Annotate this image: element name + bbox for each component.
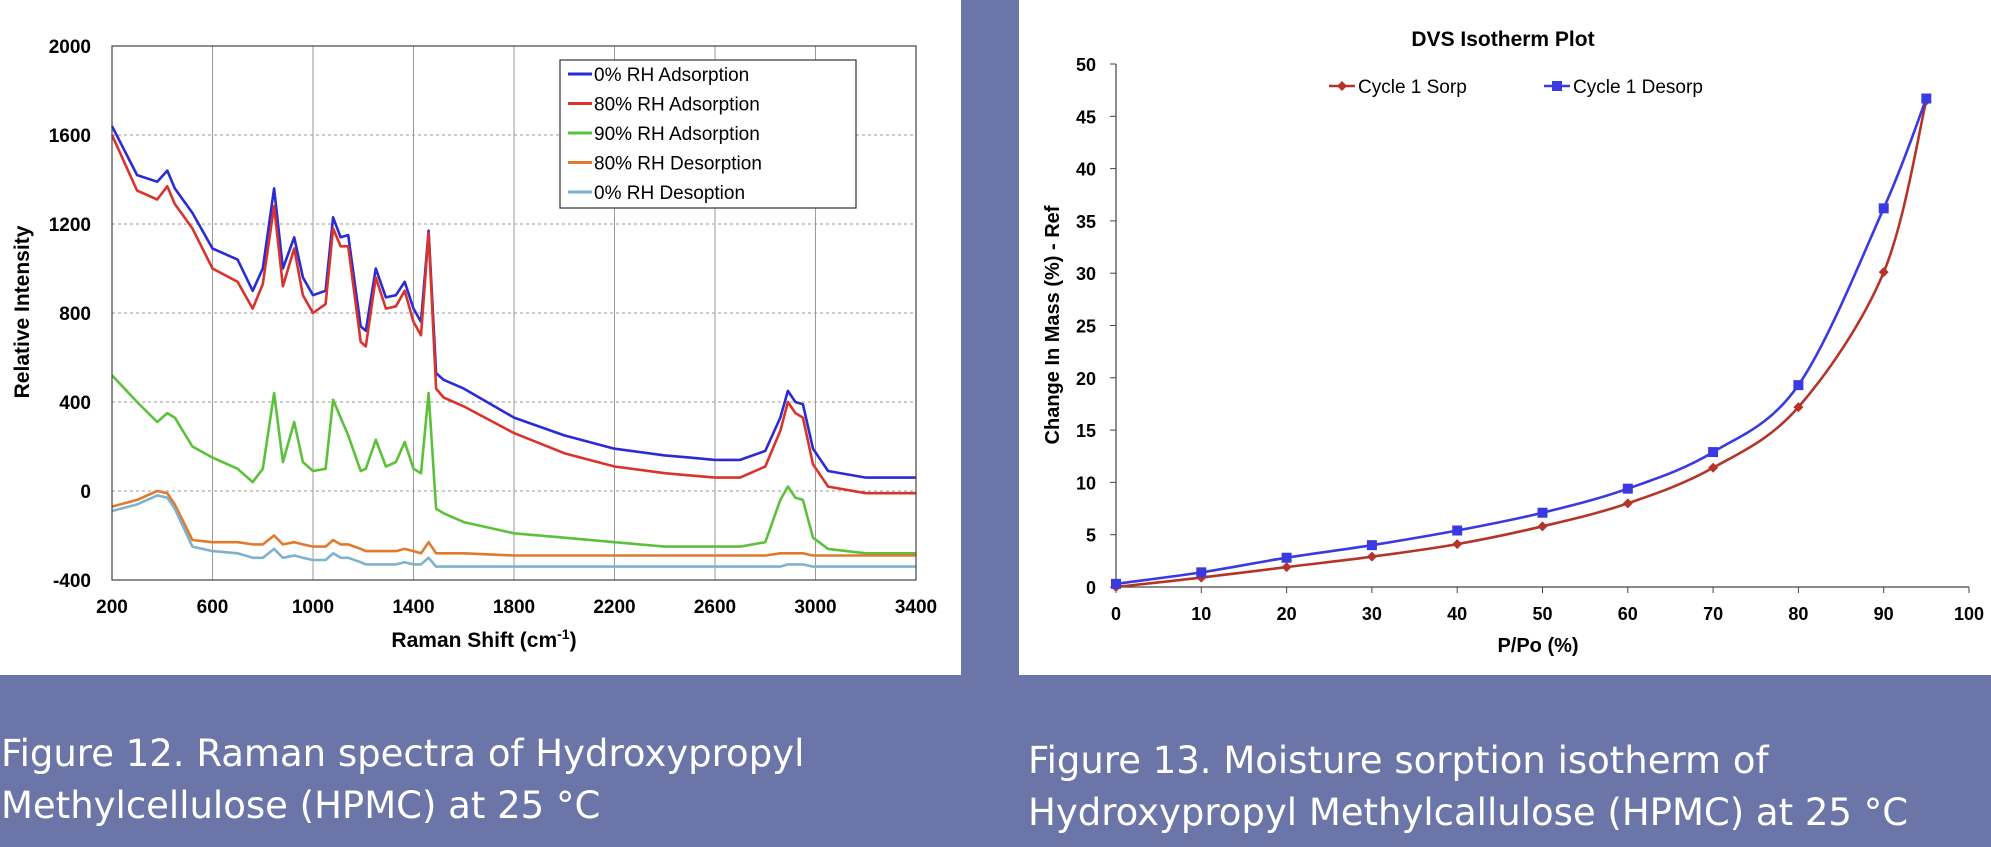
dvs-legend-square-marker [1552,81,1562,91]
raman-y-tick-label: -400 [53,571,91,592]
caption-line: Methylcellulose (HPMC) at 25 °C [1,784,601,827]
raman-x-ticks: 200 600 1000 1400 1800 2200 2600 3000 3400 [96,597,937,618]
raman-x-tick-label: 3400 [895,597,937,618]
dvs-legend-label: Cycle 1 Sorp [1358,77,1467,98]
raman-legend-label: 0% RH Adsorption [594,65,749,86]
dvs-series-group [1111,93,1932,592]
dvs-x-tick-label: 40 [1447,604,1467,624]
dvs-chart-panel: DVS Isotherm Plot Cycle 1 Sorp Cycle 1 De… [1019,0,1991,675]
caption-line: Figure 12. Raman spectra of Hydroxypropy… [1,732,805,775]
dvs-sorp-point [1452,539,1463,550]
dvs-sorp-point [1622,498,1633,509]
raman-series-group [110,125,916,568]
raman-legend-label: 90% RH Adsorption [594,124,760,145]
raman-series-80rh-desorption [111,489,916,557]
raman-y-tick-label: 2000 [49,37,91,58]
raman-legend-label: 0% RH Desoption [594,183,745,204]
raman-chart-panel: 200 600 1000 1400 1800 2200 2600 3000 3400 2000 1… [0,0,961,675]
raman-x-axis-label: Raman Shift (cm-1) [391,626,576,652]
raman-chart: 200 600 1000 1400 1800 2200 2600 3000 3400 2000 1… [11,37,937,652]
dvs-chart-title: DVS Isotherm Plot [1411,28,1594,51]
dvs-legend-diamond-marker [1337,81,1347,91]
dvs-x-tick-label: 50 [1532,604,1552,624]
raman-series-0rh-desorption [111,494,916,568]
dvs-series-desorp [1115,98,1928,586]
raman-legend: 0% RH Adsorption 80% RH Adsorption 90% RH … [559,59,857,209]
dvs-x-axis-label: P/Po (%) [1497,635,1578,657]
dvs-y-tick-label: 10 [1076,473,1096,493]
dvs-sorp-point [1878,267,1889,278]
raman-y-tick-label: 800 [59,304,91,325]
dvs-x-tick-label: 10 [1191,604,1211,624]
dvs-x-tick-label: 70 [1703,604,1723,624]
dvs-x-tick-label: 100 [1954,604,1984,624]
dvs-sorp-point [1708,462,1719,473]
dvs-series-sorp [1115,100,1928,589]
raman-x-tick-label: 2600 [694,597,736,618]
raman-y-axis-label: Relative Intensity [11,225,34,398]
dvs-y-tick-label: 0 [1086,578,1096,598]
raman-legend-label: 80% RH Desorption [594,154,762,175]
raman-y-tick-label: 400 [59,393,91,414]
raman-x-tick-label: 200 [96,597,128,618]
dvs-desorp-point [1878,203,1889,214]
dvs-x-ticks: 0 10 20 30 40 50 60 70 80 90 100 [1111,587,1984,624]
raman-plot-frame [111,45,917,581]
dvs-x-tick-label: 60 [1618,604,1638,624]
figure-12-caption: Figure 12. Raman spectra of Hydroxypropy… [1,728,941,832]
caption-line: Hydroxypropyl Methylcallulose (HPMC) at … [1028,791,1909,834]
dvs-desorp-point [1366,540,1377,551]
dvs-x-tick-label: 90 [1874,604,1894,624]
dvs-desorp-point [1281,552,1292,563]
dvs-desorp-point [1921,93,1932,104]
dvs-desorp-point [1708,447,1719,458]
raman-legend-label: 80% RH Adsorption [594,95,760,116]
dvs-y-tick-label: 30 [1076,264,1096,284]
dvs-y-tick-label: 40 [1076,160,1096,180]
dvs-x-tick-label: 30 [1362,604,1382,624]
raman-series-90rh-adsorption [111,374,916,555]
dvs-sorp-point [1793,402,1804,413]
dvs-sorp-point [1281,562,1292,573]
dvs-sorp-point [1537,521,1548,532]
dvs-desorp-point [1622,483,1633,494]
raman-legend-box [559,59,857,209]
dvs-desorp-point [1537,507,1548,518]
dvs-y-tick-label: 35 [1076,212,1096,232]
dvs-desorp-point [1196,567,1207,578]
raman-y-tick-label: 1600 [49,126,91,147]
dvs-y-tick-label: 25 [1076,317,1096,337]
raman-x-tick-label: 1400 [392,597,434,618]
dvs-x-tick-label: 20 [1277,604,1297,624]
dvs-y-tick-label: 5 [1086,526,1096,546]
figure-13-caption: Figure 13. Moisture sorption isotherm of… [1028,735,1978,839]
raman-series-80rh-adsorption [110,134,916,495]
dvs-sorp-point [1366,551,1377,562]
dvs-y-tick-label: 45 [1076,107,1096,127]
dvs-desorp-point [1111,578,1121,589]
caption-line: Figure 13. Moisture sorption isotherm of [1028,739,1769,782]
raman-x-tick-label: 3000 [794,597,836,618]
raman-series-0rh-adsorption [110,125,916,479]
dvs-y-tick-label: 15 [1076,421,1096,441]
raman-y-tick-label: 1200 [49,215,91,236]
dvs-desorp-point [1793,380,1804,391]
dvs-x-tick-label: 80 [1788,604,1808,624]
dvs-chart: DVS Isotherm Plot Cycle 1 Sorp Cycle 1 De… [1042,28,1984,657]
dvs-legend-label: Cycle 1 Desorp [1573,77,1703,98]
dvs-y-tick-label: 50 [1076,55,1096,75]
dvs-desorp-point [1452,525,1463,536]
raman-x-tick-label: 600 [197,597,229,618]
raman-y-ticks: 2000 1600 1200 800 400 0 -400 [49,37,91,592]
raman-y-tick-label: 0 [80,482,91,503]
dvs-legend: Cycle 1 Sorp Cycle 1 Desorp [1329,77,1703,98]
dvs-y-axis-label: Change In Mass (%) - Ref [1042,205,1064,444]
dvs-x-tick-label: 0 [1111,604,1121,624]
raman-x-tick-label: 1800 [493,597,535,618]
raman-x-tick-label: 2200 [593,597,635,618]
raman-x-tick-label: 1000 [292,597,334,618]
dvs-y-tick-label: 20 [1076,369,1096,389]
